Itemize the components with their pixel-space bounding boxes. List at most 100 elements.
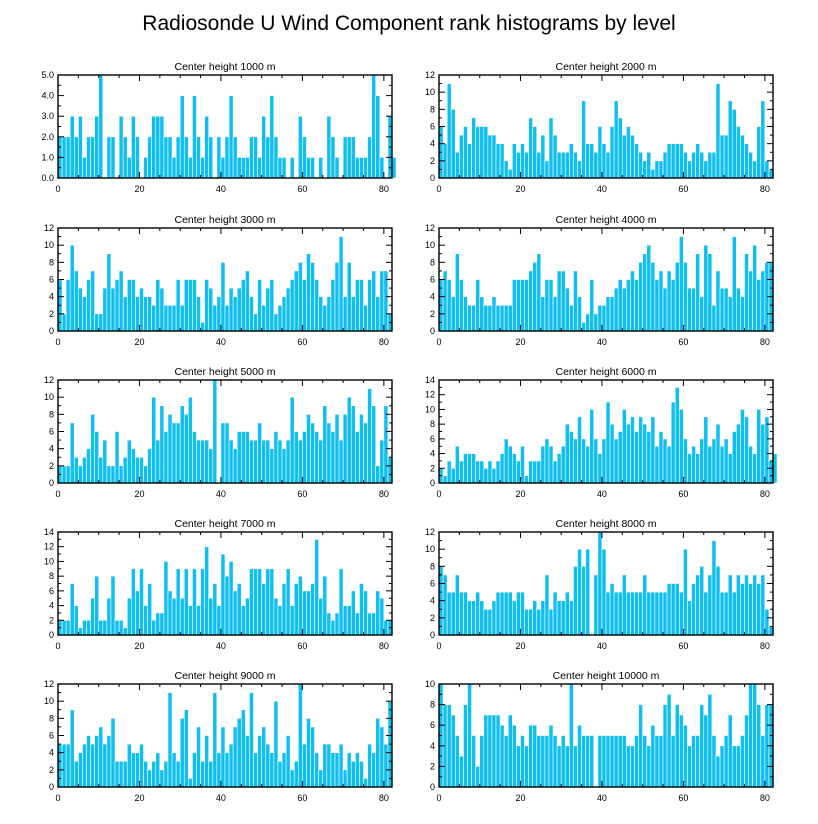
bar (220, 422, 226, 484)
bar (208, 448, 214, 484)
bar (601, 143, 607, 179)
bar (756, 704, 762, 788)
bar (298, 683, 303, 788)
bar (159, 287, 165, 332)
bar (617, 279, 623, 332)
bar (512, 724, 517, 788)
bar (355, 612, 360, 636)
bar (609, 735, 615, 788)
y-tick-label: 8 (430, 257, 435, 267)
bar (740, 134, 745, 179)
bar (552, 735, 558, 788)
bar (118, 270, 124, 332)
bar (744, 416, 749, 484)
bar (310, 262, 315, 332)
x-tick-label: 0 (436, 184, 441, 194)
bar (544, 735, 550, 788)
bar (126, 279, 132, 332)
bar (318, 157, 324, 179)
bar (723, 134, 729, 179)
x-tick-label: 40 (216, 337, 226, 347)
bar (163, 304, 169, 332)
bar (670, 143, 676, 179)
bar (736, 287, 741, 332)
y-tick-label: 6 (430, 122, 435, 132)
y-tick-label: 0.0 (41, 173, 54, 183)
bar (446, 460, 452, 484)
bar (540, 296, 546, 332)
bar (446, 279, 452, 332)
bar (240, 605, 246, 636)
bar (528, 608, 533, 636)
bar (589, 143, 595, 179)
bar (495, 714, 501, 788)
bar (674, 387, 680, 484)
y-tick-label: 12 (425, 527, 435, 537)
bar (479, 126, 485, 179)
bar (167, 590, 173, 636)
bar (61, 465, 67, 484)
bar (605, 735, 611, 788)
bar (326, 743, 332, 788)
histogram-panel: Center height 4000 m 0 20 40 60 80 0 2 4 6 8 10 12 (425, 214, 774, 347)
bar (285, 439, 291, 484)
y-tick-label: 6 (49, 275, 54, 285)
bar (699, 438, 705, 484)
bar (642, 735, 648, 788)
bar (106, 735, 112, 788)
bar (674, 143, 680, 179)
x-tick-label: 80 (760, 793, 770, 803)
y-tick-label: 8 (430, 700, 435, 710)
bar (363, 590, 368, 636)
bar (383, 743, 389, 788)
bar (715, 83, 721, 179)
bar (306, 414, 311, 484)
bar (281, 157, 287, 179)
y-tick-label: 4 (49, 444, 54, 454)
y-tick-label: 2.0 (41, 132, 54, 142)
bar (609, 583, 615, 636)
bar (683, 151, 688, 179)
bar (122, 627, 128, 636)
histogram-panels: Center height 1000 m0 20 40 60 800.01.02.03.… (41, 61, 778, 803)
x-tick-label: 60 (297, 641, 307, 651)
bar (715, 755, 721, 788)
bar (512, 279, 517, 332)
bar (379, 597, 385, 636)
bar (253, 136, 258, 179)
bar (454, 253, 460, 332)
bar (371, 74, 377, 179)
bar (342, 414, 348, 484)
bar (442, 475, 448, 484)
bar (155, 612, 161, 636)
x-tick-label: 0 (436, 793, 441, 803)
bar (752, 574, 758, 636)
bar (273, 597, 279, 636)
bar (711, 735, 717, 788)
bar (524, 279, 529, 332)
bar (454, 445, 460, 484)
bar (560, 735, 566, 788)
bar (634, 735, 639, 788)
bar (90, 743, 95, 788)
bar (475, 460, 481, 484)
panel-title: Center height 6000 m (556, 366, 657, 378)
bar (236, 583, 242, 636)
bar (212, 692, 218, 788)
bar (163, 431, 169, 484)
bar (122, 136, 128, 179)
bar (467, 683, 472, 788)
bar (626, 745, 631, 788)
bar (350, 405, 356, 484)
bar (110, 575, 116, 636)
bar (232, 448, 238, 484)
y-tick-label: 8 (49, 571, 54, 581)
bar (183, 414, 189, 484)
bar (560, 600, 566, 636)
bar (630, 134, 635, 179)
bar (670, 583, 676, 636)
y-tick-label: 0 (430, 630, 435, 640)
bar (78, 752, 83, 788)
bar (363, 778, 368, 788)
bar (188, 605, 193, 636)
